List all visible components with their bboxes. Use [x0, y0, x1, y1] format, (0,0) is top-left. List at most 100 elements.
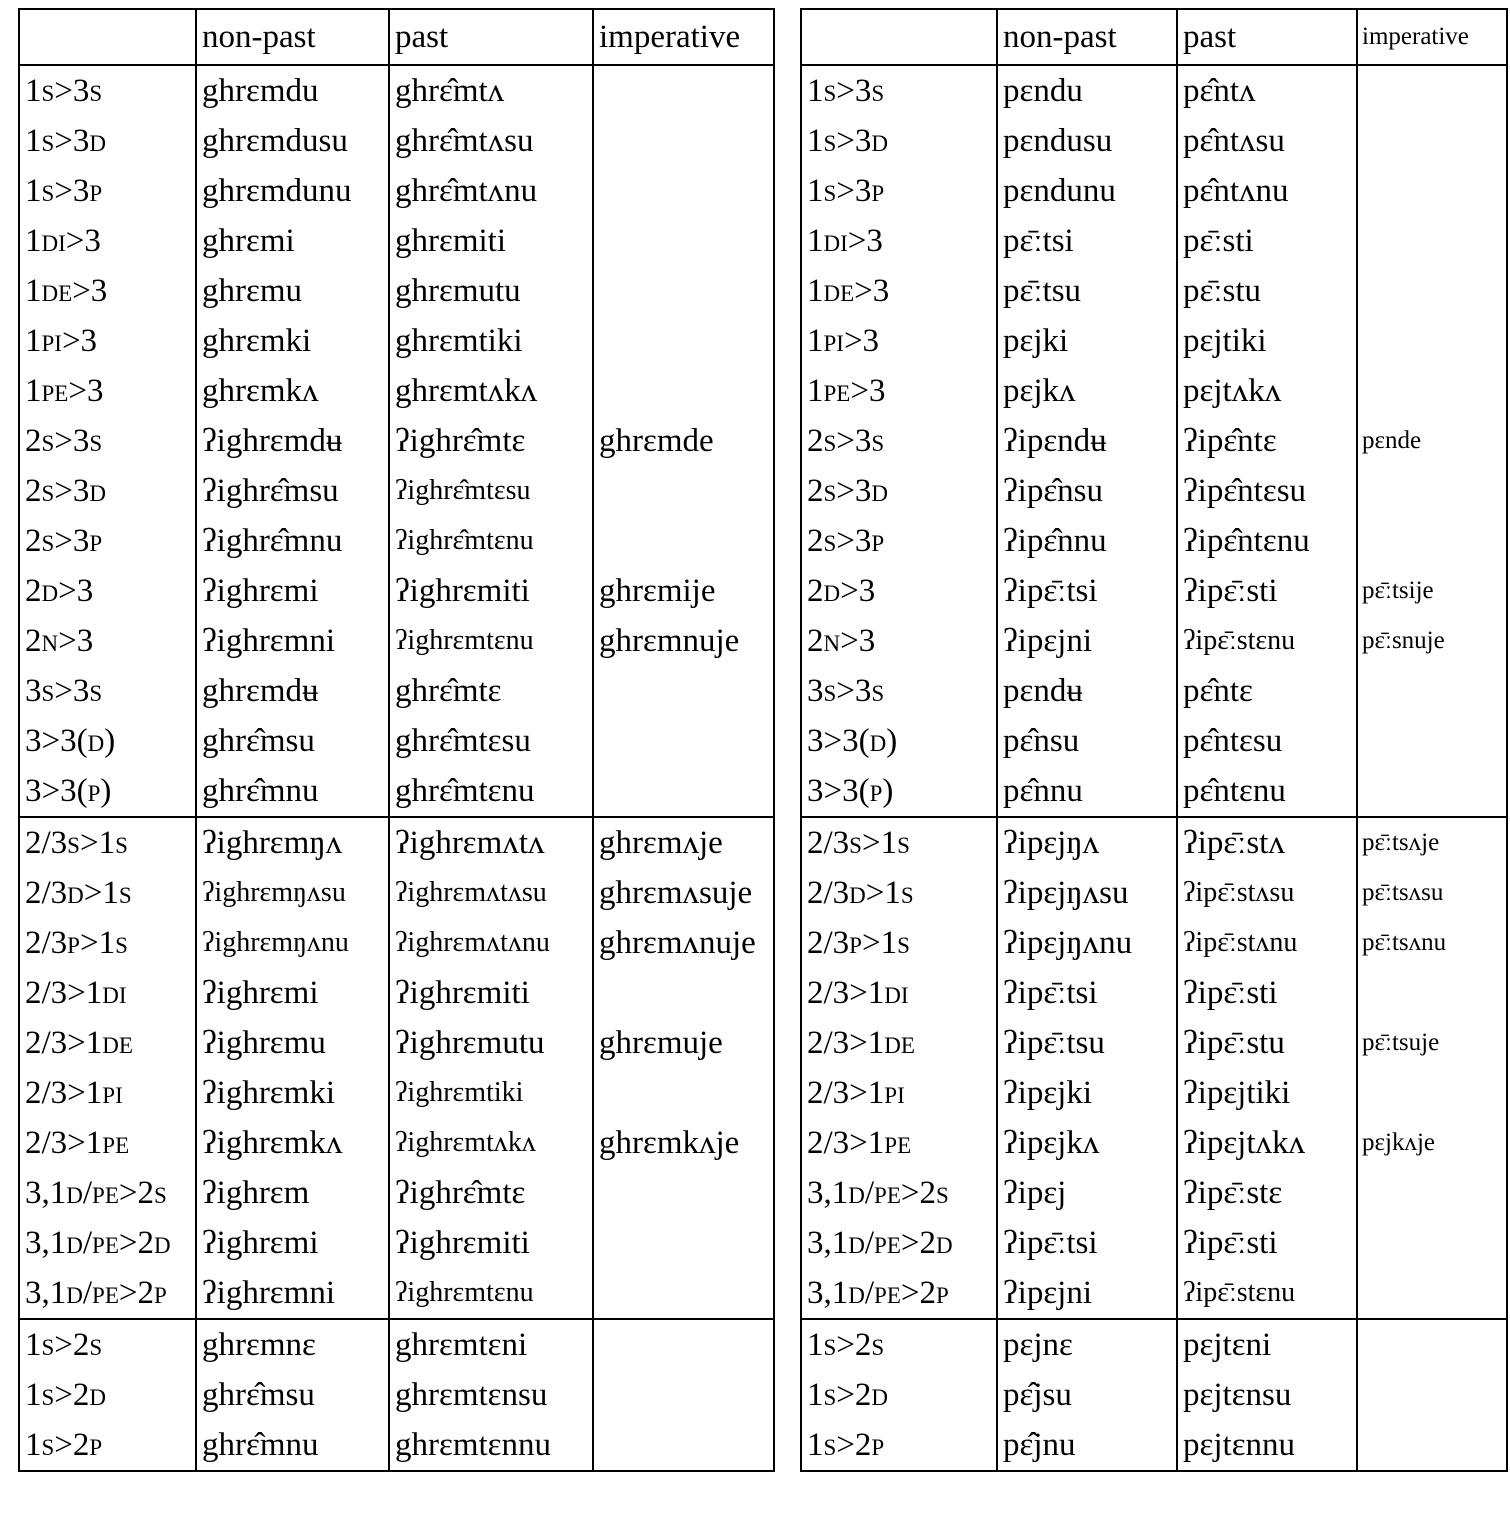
- imperative-cell: [1356, 666, 1508, 716]
- imperative-cell: [1356, 1370, 1508, 1420]
- imperative-cell: [1356, 466, 1508, 516]
- past-cell: ghrɛ̂mtʌnu: [388, 166, 594, 216]
- row-label: 1pe>3: [18, 366, 197, 416]
- past-cell: ʔighrɛ̂mtɛsu: [388, 466, 594, 516]
- column-header: non-past: [996, 8, 1178, 66]
- row-label: 2/3>1di: [800, 968, 998, 1018]
- non-past-cell: pɛndunu: [996, 166, 1178, 216]
- past-cell: ghrɛ̂mtʌsu: [388, 116, 594, 166]
- imperative-cell: [592, 1168, 775, 1218]
- past-cell: ʔighrɛmtiki: [388, 1068, 594, 1118]
- paradigm-table-ghrem: non-past past imperative 1s>3s ghrɛmdu ghrɛ̂m…: [18, 8, 775, 1472]
- non-past-cell: ʔipɛ̄ːtsi: [996, 1218, 1178, 1268]
- imperative-cell: [592, 1318, 775, 1370]
- non-past-cell: ʔipɛjŋʌnu: [996, 918, 1178, 968]
- table-row: 3,1d/pe>2p ʔipɛjni ʔipɛ̄ːstɛnu: [800, 1268, 1508, 1319]
- non-past-cell: ʔipɛjki: [996, 1068, 1178, 1118]
- row-label: 2d>3: [18, 566, 197, 616]
- past-cell: ʔipɛjtʌkʌ: [1176, 1118, 1358, 1168]
- non-past-cell: ʔighrɛmdʉ: [195, 416, 390, 466]
- table-row: 2s>3s ʔighrɛmdʉ ʔighrɛ̂mtɛ ghrɛmde: [18, 416, 775, 466]
- row-label: 1s>2s: [800, 1318, 998, 1370]
- column-header: imperative: [1356, 8, 1508, 66]
- row-label: 1pi>3: [800, 316, 998, 366]
- table-row: 3s>3s pɛndʉ pɛ̂ntɛ: [800, 666, 1508, 716]
- non-past-cell: ʔighrɛmni: [195, 616, 390, 666]
- header-row: non-past past imperative: [800, 8, 1508, 66]
- row-label: 2s>3p: [18, 516, 197, 566]
- non-past-cell: ʔighrɛmŋʌ: [195, 816, 390, 868]
- imperative-cell: pɛ̄ːtsʌje: [1356, 816, 1508, 868]
- non-past-cell: ʔipɛ̄ːtsi: [996, 968, 1178, 1018]
- table-row: 1de>3 pɛ̄ːtsu pɛ̄ːstu: [800, 266, 1508, 316]
- past-cell: ʔipɛ̄ːsti: [1176, 1218, 1358, 1268]
- table-row: 2/3>1de ʔighrɛmu ʔighrɛmutu ghrɛmuje: [18, 1018, 775, 1068]
- row-label: 2s>3d: [800, 466, 998, 516]
- non-past-cell: pɛndu: [996, 65, 1178, 116]
- imperative-cell: [592, 166, 775, 216]
- imperative-cell: pɛ̄ːsnuje: [1356, 616, 1508, 666]
- table-row: 2/3>1pi ʔighrɛmki ʔighrɛmtiki: [18, 1068, 775, 1118]
- row-label: 2/3>1pi: [800, 1068, 998, 1118]
- past-cell: pɛ̂ntɛsu: [1176, 716, 1358, 766]
- table-row: 2s>3s ʔipɛndʉ ʔipɛ̂ntɛ pɛnde: [800, 416, 1508, 466]
- table-row: 1di>3 pɛ̄ːtsi pɛ̄ːsti: [800, 216, 1508, 266]
- imperative-cell: [1356, 968, 1508, 1018]
- imperative-cell: pɛ̄ːtsʌsu: [1356, 868, 1508, 918]
- past-cell: ʔipɛ̄ːstʌ: [1176, 816, 1358, 868]
- table-row: 1de>3 ghrɛmu ghrɛmutu: [18, 266, 775, 316]
- row-label: 2/3p>1s: [800, 918, 998, 968]
- past-cell: ghrɛ̂mtɛnu: [388, 766, 594, 817]
- imperative-cell: [1356, 1068, 1508, 1118]
- imperative-cell: pɛ̄ːtsije: [1356, 566, 1508, 616]
- imperative-cell: ghrɛmije: [592, 566, 775, 616]
- imperative-cell: ghrɛmnuje: [592, 616, 775, 666]
- table-row: 1pe>3 ghrɛmkʌ ghrɛmtʌkʌ: [18, 366, 775, 416]
- past-cell: ghrɛmtɛnsu: [388, 1370, 594, 1420]
- past-cell: pɛ̂ntʌsu: [1176, 116, 1358, 166]
- past-cell: ʔipɛ̄ːstu: [1176, 1018, 1358, 1068]
- table-row: 2d>3 ʔipɛ̄ːtsi ʔipɛ̄ːsti pɛ̄ːtsije: [800, 566, 1508, 616]
- imperative-cell: pɛ̄ːtsuje: [1356, 1018, 1508, 1068]
- past-cell: ʔipɛ̄ːstɛnu: [1176, 1268, 1358, 1319]
- table-row: 2/3>1pe ʔipɛjkʌ ʔipɛjtʌkʌ pɛjkʌje: [800, 1118, 1508, 1168]
- table-row: 3,1d/pe>2p ʔighrɛmni ʔighrɛmtɛnu: [18, 1268, 775, 1319]
- table-row: 2s>3d ʔipɛ̂nsu ʔipɛ̂ntɛsu: [800, 466, 1508, 516]
- column-header: imperative: [592, 8, 775, 66]
- table-row: 1s>2d pɛ̂jsu pɛjtɛnsu: [800, 1370, 1508, 1420]
- row-label: 2/3>1de: [800, 1018, 998, 1068]
- past-cell: ʔighrɛmʌtʌnu: [388, 918, 594, 968]
- non-past-cell: ʔipɛ̄ːtsi: [996, 566, 1178, 616]
- past-cell: pɛ̄ːstu: [1176, 266, 1358, 316]
- table-row: 2/3p>1s ʔighrɛmŋʌnu ʔighrɛmʌtʌnu ghrɛmʌnuje: [18, 918, 775, 968]
- past-cell: ʔighrɛmtɛnu: [388, 616, 594, 666]
- imperative-cell: [592, 766, 775, 817]
- row-label: 1s>2p: [800, 1420, 998, 1472]
- column-header: past: [388, 8, 594, 66]
- non-past-cell: ghrɛ̂mnu: [195, 1420, 390, 1472]
- imperative-cell: ghrɛmuje: [592, 1018, 775, 1068]
- past-cell: ʔighrɛmʌtʌ: [388, 816, 594, 868]
- header-row: non-past past imperative: [18, 8, 775, 66]
- table-row: 3,1d/pe>2s ʔighrɛm ʔighrɛ̂mtɛ: [18, 1168, 775, 1218]
- past-cell: pɛjtɛnsu: [1176, 1370, 1358, 1420]
- non-past-cell: ʔighrɛmi: [195, 566, 390, 616]
- non-past-cell: ʔipɛjni: [996, 616, 1178, 666]
- non-past-cell: ghrɛmi: [195, 216, 390, 266]
- table-row: 3,1d/pe>2d ʔighrɛmi ʔighrɛmiti: [18, 1218, 775, 1268]
- imperative-cell: [1356, 716, 1508, 766]
- table-row: 2n>3 ʔipɛjni ʔipɛ̄ːstɛnu pɛ̄ːsnuje: [800, 616, 1508, 666]
- non-past-cell: ʔipɛjŋʌsu: [996, 868, 1178, 918]
- imperative-cell: [1356, 1318, 1508, 1370]
- table-row: 2s>3p ʔipɛ̂nnu ʔipɛ̂ntɛnu: [800, 516, 1508, 566]
- row-label: 2/3>1pe: [800, 1118, 998, 1168]
- past-cell: ʔighrɛ̂mtɛ: [388, 416, 594, 466]
- table-row: 1s>2d ghrɛ̂msu ghrɛmtɛnsu: [18, 1370, 775, 1420]
- imperative-cell: [592, 316, 775, 366]
- past-cell: ghrɛmtiki: [388, 316, 594, 366]
- table-row: 2/3>1de ʔipɛ̄ːtsu ʔipɛ̄ːstu pɛ̄ːtsuje: [800, 1018, 1508, 1068]
- row-label: 1s>3s: [18, 65, 197, 116]
- non-past-cell: ghrɛmkʌ: [195, 366, 390, 416]
- table-row: 3>3(p) ghrɛ̂mnu ghrɛ̂mtɛnu: [18, 766, 775, 817]
- table-row: 2s>3d ʔighrɛ̂msu ʔighrɛ̂mtɛsu: [18, 466, 775, 516]
